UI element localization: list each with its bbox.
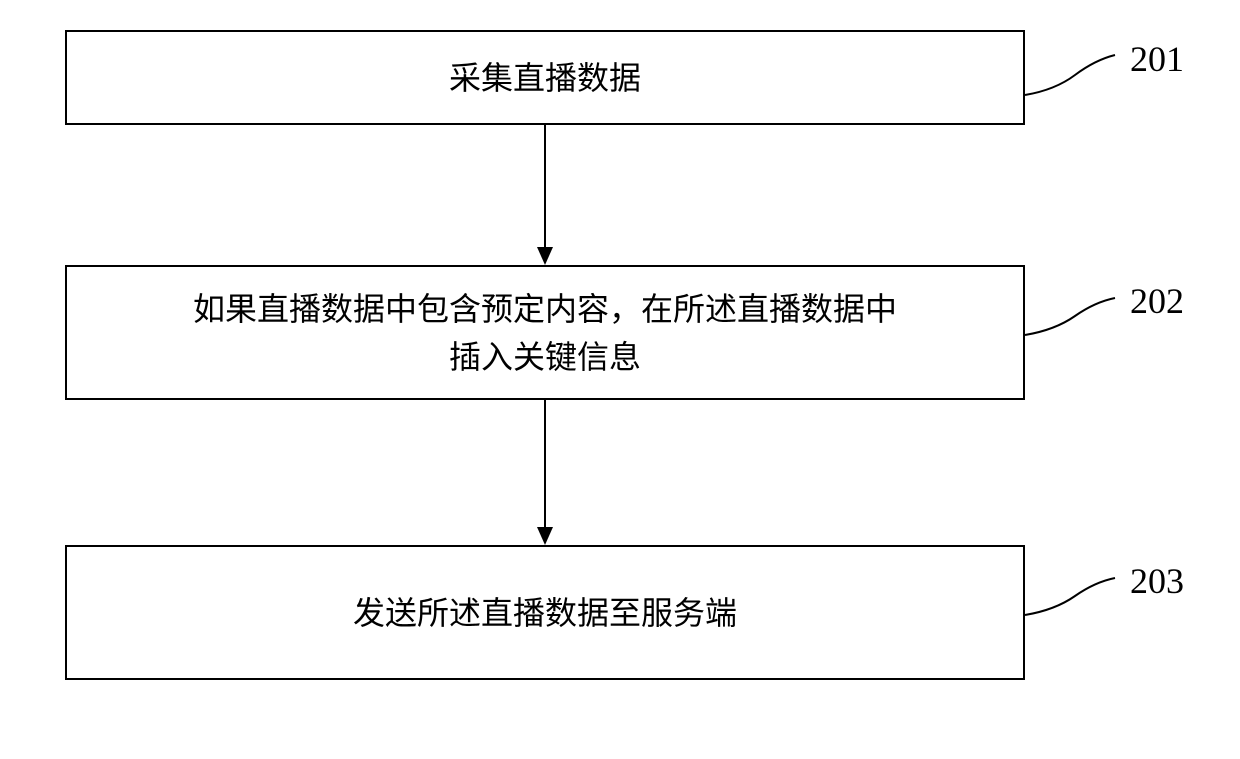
- step-label-1: 201: [1130, 38, 1184, 80]
- flow-step-1: 采集直播数据: [65, 30, 1025, 125]
- flow-step-3: 发送所述直播数据至服务端: [65, 545, 1025, 680]
- flow-step-2-line1: 如果直播数据中包含预定内容，在所述直播数据中: [193, 291, 897, 327]
- step-label-2: 202: [1130, 280, 1184, 322]
- flow-step-2: 如果直播数据中包含预定内容，在所述直播数据中 插入关键信息: [65, 265, 1025, 400]
- step-label-3: 203: [1130, 560, 1184, 602]
- flow-step-2-line2: 插入关键信息: [449, 339, 641, 375]
- flowchart-container: 采集直播数据 如果直播数据中包含预定内容，在所述直播数据中 插入关键信息 发送所…: [0, 0, 1240, 759]
- label-connector-1: [1025, 50, 1125, 105]
- flow-step-2-text: 如果直播数据中包含预定内容，在所述直播数据中 插入关键信息: [193, 285, 897, 381]
- arrow-1-to-2: [535, 125, 555, 265]
- label-connector-2: [1025, 293, 1125, 343]
- label-connector-3: [1025, 573, 1125, 623]
- flow-step-3-text: 发送所述直播数据至服务端: [353, 589, 737, 637]
- arrow-2-to-3: [535, 400, 555, 545]
- flow-step-1-text: 采集直播数据: [449, 54, 641, 102]
